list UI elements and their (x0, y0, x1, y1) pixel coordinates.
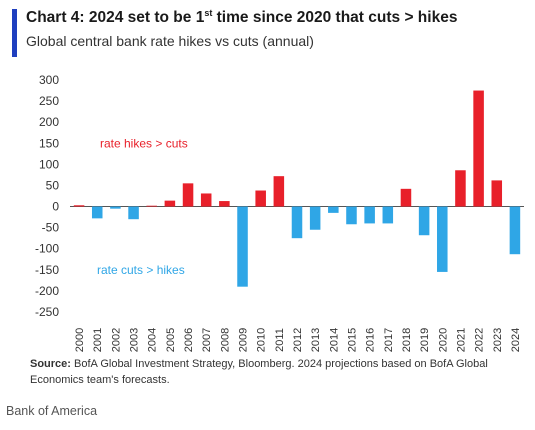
y-tick-label: -200 (35, 284, 59, 298)
x-tick-label: 2021 (455, 328, 467, 352)
y-tick-label: -150 (35, 263, 59, 277)
x-tick-label: 2000 (74, 328, 86, 352)
title-accent-bar (12, 9, 17, 57)
bar-2012 (291, 206, 303, 239)
bar-2007 (200, 193, 212, 207)
x-tick-label: 2013 (310, 328, 322, 352)
bar-2005 (164, 200, 176, 207)
bar-2002 (110, 206, 121, 209)
y-tick-label: 50 (46, 178, 60, 192)
bar-2023 (491, 180, 503, 207)
x-tick-label: 2018 (401, 328, 413, 352)
bar-2022 (473, 90, 484, 207)
x-tick-label: 2019 (419, 328, 431, 352)
x-tick-label: 2023 (492, 328, 504, 352)
y-tick-label: 250 (39, 94, 59, 108)
bar-2009 (237, 206, 248, 287)
x-tick-label: 2020 (437, 328, 449, 352)
bar-chart: 300 250 200 150 100 50 0 -50 -100 -150 -200 -250 20… (35, 73, 524, 352)
x-tick-label: 2017 (383, 328, 395, 352)
source-note: Source: BofA Global Investment Strategy,… (30, 358, 488, 386)
chart-subtitle: Global central bank rate hikes vs cuts (… (26, 33, 314, 49)
annotation-cuts: rate cuts > hikes (97, 263, 185, 277)
annotation-hikes: rate hikes > cuts (100, 136, 188, 150)
x-tick-label: 2001 (92, 328, 104, 352)
x-tick-label: 2007 (201, 328, 213, 352)
bar-2004 (146, 205, 157, 207)
x-tick-label: 2015 (346, 328, 358, 352)
bar-2013 (309, 206, 321, 230)
x-tick-label: 2004 (147, 328, 159, 352)
bar-2006 (182, 183, 194, 207)
bar-2008 (219, 201, 230, 207)
y-tick-label: 150 (39, 136, 59, 150)
y-tick-label: 100 (39, 157, 59, 171)
bar-2019 (418, 206, 430, 236)
y-tick-label: 0 (52, 200, 59, 214)
y-tick-label: -250 (35, 305, 59, 319)
x-tick-label: 2012 (292, 328, 304, 352)
bar-2003 (128, 206, 139, 220)
bar-2010 (255, 190, 266, 207)
x-tick-label: 2009 (238, 328, 250, 352)
image-caption: Bank of America (6, 404, 98, 418)
bar-2016 (364, 206, 375, 224)
x-tick-label: 2024 (510, 328, 522, 352)
bar-2011 (273, 176, 285, 207)
bar-2020 (437, 206, 448, 272)
x-tick-label: 2003 (129, 328, 141, 352)
x-tick-label: 2008 (219, 328, 231, 352)
x-tick-label: 2016 (365, 328, 377, 352)
x-tick-label: 2002 (110, 328, 122, 352)
y-tick-label: -50 (42, 221, 60, 235)
bar-2018 (400, 188, 412, 207)
chart-card: Chart 4: 2024 set to be 1st time since 2… (12, 8, 524, 386)
x-tick-label: 2011 (274, 328, 286, 352)
bar-2021 (455, 170, 466, 207)
chart-title: Chart 4: 2024 set to be 1st time since 2… (26, 8, 458, 27)
x-tick-label: 2006 (183, 328, 195, 352)
x-tick-label: 2005 (165, 328, 177, 352)
bar-2014 (328, 206, 339, 213)
bar-2001 (91, 206, 103, 219)
x-tick-label: 2010 (256, 328, 268, 352)
bar-2015 (346, 206, 357, 225)
bar-2000 (73, 205, 85, 207)
x-tick-label: 2014 (328, 328, 340, 352)
y-tick-label: 200 (39, 115, 59, 129)
bar-2024 (509, 206, 521, 255)
bar-2017 (382, 206, 394, 224)
x-tick-label: 2022 (474, 328, 486, 352)
y-tick-label: 300 (39, 73, 59, 87)
y-tick-label: -100 (35, 242, 59, 256)
